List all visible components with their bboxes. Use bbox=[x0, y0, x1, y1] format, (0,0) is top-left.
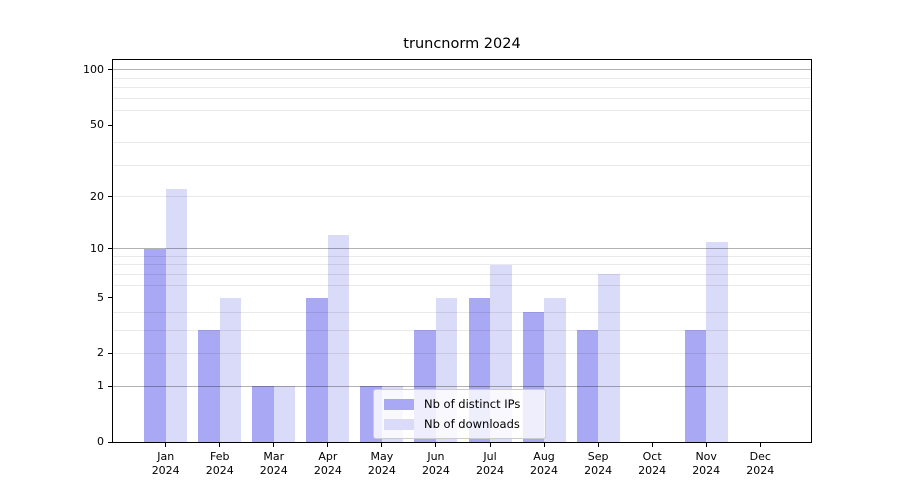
x-tick bbox=[759, 443, 761, 447]
x-tick bbox=[327, 443, 329, 447]
x-tick-month: Jan bbox=[157, 450, 175, 463]
x-tick-year: 2024 bbox=[638, 464, 667, 477]
y-tick-label: 100 bbox=[83, 62, 104, 76]
bar-downloads-feb bbox=[219, 297, 242, 442]
y-tick-label: 2 bbox=[97, 346, 104, 360]
x-tick-month: Apr bbox=[318, 450, 338, 463]
x-tick-label: May 2024 bbox=[350, 450, 414, 478]
x-tick-month: Aug bbox=[533, 450, 555, 463]
x-tick-label: Oct 2024 bbox=[620, 450, 684, 478]
y-tick-label: 0 bbox=[97, 435, 104, 448]
x-tick-label: Sep 2024 bbox=[566, 450, 630, 478]
legend-swatch-downloads bbox=[384, 418, 414, 430]
x-tick-year: 2024 bbox=[530, 464, 559, 477]
bar-downloads-sep bbox=[598, 274, 620, 442]
x-tick bbox=[489, 443, 491, 447]
y-tick bbox=[108, 441, 112, 443]
x-tick bbox=[705, 443, 707, 447]
y-tick bbox=[108, 248, 112, 250]
x-tick-label: Mar 2024 bbox=[242, 450, 306, 478]
y-tick bbox=[108, 385, 112, 387]
x-tick-month: May bbox=[370, 450, 394, 463]
bar-distinct-ips-sep bbox=[576, 330, 599, 442]
legend: Nb of distinct IPs Nb of downloads bbox=[373, 389, 546, 439]
legend-label-downloads: Nb of downloads bbox=[424, 417, 520, 431]
x-tick-year: 2024 bbox=[367, 464, 396, 477]
x-tick-year: 2024 bbox=[313, 464, 342, 477]
x-tick-label: Nov 2024 bbox=[674, 450, 738, 478]
bar-downloads-jan bbox=[165, 189, 188, 442]
bar-distinct-ips-nov bbox=[684, 330, 707, 442]
x-tick-label: Jul 2024 bbox=[458, 450, 522, 478]
legend-entry-downloads: Nb of downloads bbox=[384, 417, 534, 431]
y-tick-label: 5 bbox=[97, 290, 104, 304]
x-tick bbox=[435, 443, 437, 447]
x-tick-label: Aug 2024 bbox=[512, 450, 576, 478]
bars-layer bbox=[113, 60, 811, 442]
x-tick bbox=[165, 443, 167, 447]
x-tick bbox=[597, 443, 599, 447]
x-tick bbox=[273, 443, 275, 447]
bar-distinct-ips-mar bbox=[252, 386, 274, 442]
x-tick-month: Mar bbox=[263, 450, 285, 463]
x-tick-month: Jun bbox=[427, 450, 445, 463]
x-tick-label: Jan 2024 bbox=[134, 450, 198, 478]
bar-distinct-ips-apr bbox=[306, 297, 328, 442]
x-tick-year: 2024 bbox=[476, 464, 504, 477]
y-tick bbox=[108, 124, 112, 126]
x-tick-month: Feb bbox=[210, 450, 230, 463]
legend-label-distinct-ips: Nb of distinct IPs bbox=[424, 397, 521, 411]
x-tick-label: Jun 2024 bbox=[404, 450, 468, 478]
bar-distinct-ips-feb bbox=[198, 330, 220, 442]
bar-downloads-apr bbox=[327, 235, 350, 442]
bar-downloads-aug bbox=[544, 297, 566, 442]
x-tick-year: 2024 bbox=[692, 464, 721, 477]
x-tick-month: Dec bbox=[749, 450, 771, 463]
y-tick-label: 20 bbox=[90, 189, 104, 203]
bar-downloads-nov bbox=[706, 241, 728, 442]
y-tick bbox=[108, 69, 112, 71]
legend-swatch-distinct-ips bbox=[384, 398, 414, 410]
y-tick-label: 10 bbox=[90, 241, 104, 255]
y-tick bbox=[108, 297, 112, 299]
legend-entry-distinct-ips: Nb of distinct IPs bbox=[384, 397, 534, 411]
x-tick-year: 2024 bbox=[205, 464, 234, 477]
x-tick-month: Nov bbox=[695, 450, 717, 463]
x-tick-label: Dec 2024 bbox=[728, 450, 792, 478]
y-tick-label: 50 bbox=[90, 118, 104, 132]
bar-downloads-mar bbox=[273, 386, 296, 442]
y-tick bbox=[108, 196, 112, 198]
x-tick-month: Sep bbox=[587, 450, 609, 463]
x-tick bbox=[381, 443, 383, 447]
plot-area: Nb of distinct IPs Nb of downloads bbox=[112, 59, 812, 443]
x-tick-year: 2024 bbox=[151, 464, 180, 477]
x-tick-year: 2024 bbox=[259, 464, 288, 477]
bar-distinct-ips-jan bbox=[144, 248, 166, 442]
x-tick bbox=[651, 443, 653, 447]
y-tick bbox=[108, 352, 112, 354]
x-tick-year: 2024 bbox=[584, 464, 613, 477]
x-tick bbox=[219, 443, 221, 447]
x-tick-month: Jul bbox=[483, 450, 497, 463]
y-tick-label: 1 bbox=[97, 379, 104, 393]
x-tick bbox=[543, 443, 545, 447]
x-tick-year: 2024 bbox=[746, 464, 775, 477]
x-tick-month: Oct bbox=[642, 450, 662, 463]
x-tick-label: Feb 2024 bbox=[188, 450, 252, 478]
x-tick-year: 2024 bbox=[421, 464, 450, 477]
chart-title: truncnorm 2024 bbox=[403, 36, 521, 52]
x-tick-label: Apr 2024 bbox=[296, 450, 360, 478]
